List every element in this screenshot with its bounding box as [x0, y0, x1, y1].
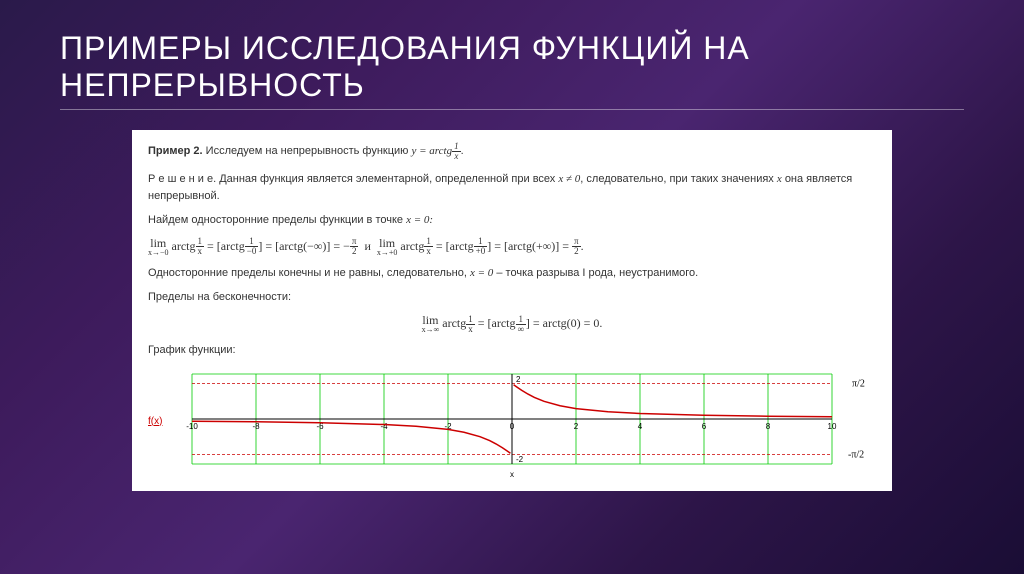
svg-text:10: 10 — [828, 422, 837, 431]
svg-text:-10: -10 — [186, 422, 198, 431]
solution-label: Р е ш е н и е. — [148, 173, 216, 185]
conclusion-1: Односторонние пределы конечны и не равны… — [148, 267, 467, 279]
break-point: x = 0 — [470, 267, 493, 279]
limits-formula: limx→−0 arctg1x = [arctg1−0] = [arctg(−∞… — [148, 237, 876, 257]
function-graph: -10-8-6-4-202468102-2π/2-π/2x — [148, 369, 876, 479]
svg-text:6: 6 — [702, 422, 707, 431]
content-panel: Пример 2. Исследуем на непрерывность фун… — [132, 130, 892, 491]
infinity-formula: limx→∞ arctg1x = [arctg1∞] = arctg(0) = … — [148, 314, 876, 334]
limits-intro-text: Найдем односторонние пределы функции в т… — [148, 214, 403, 226]
conclusion-2: – точка разрыва I рода, неустранимого. — [496, 267, 698, 279]
title-line-1: ПРИМЕРЫ ИССЛЕДОВАНИЯ ФУНКЦИЙ НА — [60, 30, 750, 66]
example-problem: Исследуем на непрерывность функцию — [206, 145, 409, 157]
conclusion-para: Односторонние пределы конечны и не равны… — [148, 265, 876, 282]
solution-para: Р е ш е н и е. Данная функция является э… — [148, 171, 876, 204]
title-underline — [60, 109, 964, 110]
svg-text:π/2: π/2 — [852, 378, 865, 389]
graph-label: График функции: — [148, 342, 876, 359]
svg-text:-4: -4 — [380, 422, 388, 431]
limits-intro: Найдем односторонние пределы функции в т… — [148, 212, 876, 229]
svg-text:x: x — [510, 470, 514, 479]
limit-and: и — [364, 239, 370, 253]
svg-text:-8: -8 — [252, 422, 260, 431]
graph-container: f(x) -10-8-6-4-202468102-2π/2-π/2x — [148, 369, 876, 479]
infinity-label: Пределы на бесконечности: — [148, 289, 876, 306]
svg-text:-π/2: -π/2 — [848, 449, 864, 460]
solution-text-1: Данная функция является элементарной, оп… — [219, 173, 555, 185]
limits-point: x = 0: — [406, 214, 433, 226]
svg-text:2: 2 — [516, 375, 521, 384]
example-label: Пример 2. — [148, 145, 203, 157]
svg-text:4: 4 — [638, 422, 643, 431]
svg-text:8: 8 — [766, 422, 771, 431]
solution-cond: x ≠ 0 — [558, 173, 580, 185]
example-heading: Пример 2. Исследуем на непрерывность фун… — [148, 142, 876, 161]
title-line-2: НЕПРЕРЫВНОСТЬ — [60, 67, 365, 103]
slide-title: ПРИМЕРЫ ИССЛЕДОВАНИЯ ФУНКЦИЙ НА НЕПРЕРЫВ… — [0, 0, 1024, 109]
solution-text-2: , следовательно, при таких значениях — [580, 173, 774, 185]
solution-var: x — [777, 173, 782, 185]
svg-text:-2: -2 — [516, 455, 524, 464]
fx-legend: f(x) — [148, 414, 162, 429]
svg-text:2: 2 — [574, 422, 579, 431]
